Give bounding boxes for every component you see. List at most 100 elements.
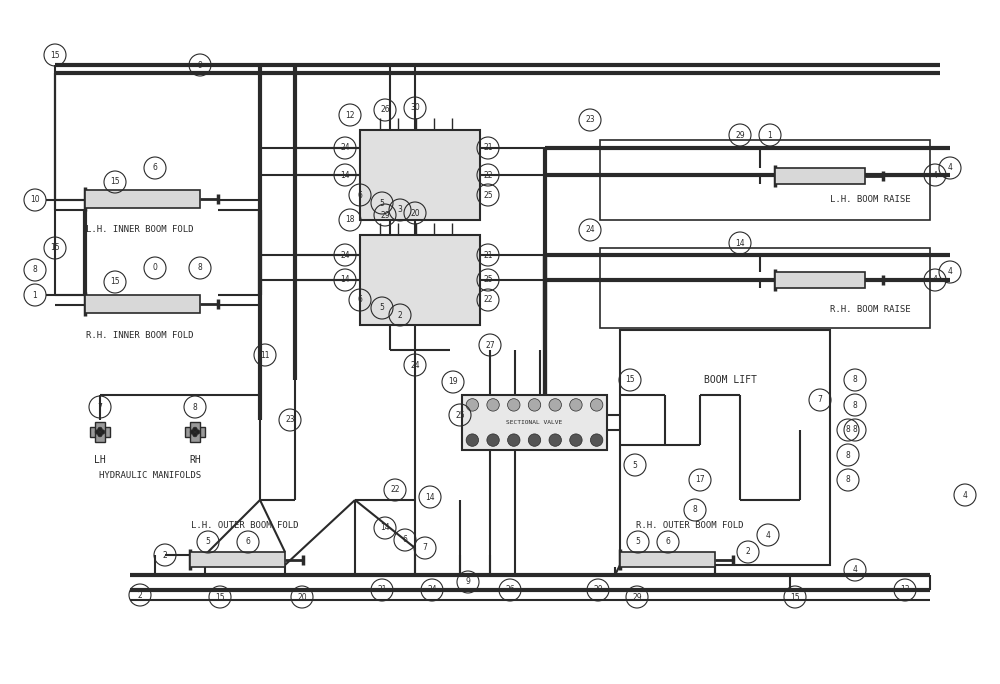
Bar	[95, 422, 105, 442]
Text: 8: 8	[846, 475, 850, 484]
Bar	[620, 330, 830, 565]
Text: 29: 29	[380, 211, 390, 220]
Text: 6: 6	[358, 295, 362, 304]
Bar	[462, 395, 607, 450]
Circle shape	[95, 430, 100, 434]
Circle shape	[466, 399, 479, 411]
Text: 8: 8	[853, 401, 857, 410]
Text: 4: 4	[948, 267, 952, 276]
Text: L.H. BOOM RAISE: L.H. BOOM RAISE	[830, 196, 910, 205]
Bar	[85, 190, 200, 208]
Text: 14: 14	[340, 276, 350, 285]
Text: 5: 5	[206, 538, 210, 547]
Text: 5: 5	[380, 304, 384, 313]
Text: 12: 12	[345, 111, 355, 120]
Text: 24: 24	[585, 226, 595, 235]
Text: 19: 19	[448, 378, 458, 386]
Text: 3: 3	[398, 205, 402, 215]
Text: 22: 22	[483, 295, 493, 304]
Text: 9: 9	[466, 577, 470, 586]
Text: 26: 26	[380, 105, 390, 114]
Text: BOOM LIFT: BOOM LIFT	[704, 375, 756, 385]
Circle shape	[570, 434, 582, 447]
Text: 30: 30	[410, 103, 420, 112]
Circle shape	[487, 434, 499, 447]
Circle shape	[98, 428, 102, 432]
Text: 6: 6	[246, 538, 250, 547]
Text: 24: 24	[340, 144, 350, 153]
Text: 15: 15	[790, 592, 800, 601]
Circle shape	[508, 399, 520, 411]
Circle shape	[528, 399, 541, 411]
Text: 15: 15	[110, 278, 120, 287]
Text: 8: 8	[846, 425, 850, 434]
Circle shape	[570, 399, 582, 411]
Text: 5: 5	[636, 538, 640, 547]
Text: 15: 15	[110, 178, 120, 187]
Bar	[620, 552, 715, 567]
Bar	[190, 552, 285, 567]
Text: 5: 5	[633, 460, 637, 469]
Text: 2: 2	[163, 551, 167, 560]
Bar	[775, 272, 865, 288]
Text: 7: 7	[423, 544, 427, 553]
Text: R.H. BOOM RAISE: R.H. BOOM RAISE	[830, 306, 910, 315]
Text: 14: 14	[425, 492, 435, 501]
Bar	[360, 130, 480, 220]
Text: 15: 15	[625, 376, 635, 384]
Text: 22: 22	[483, 170, 493, 179]
Text: 26: 26	[505, 586, 515, 594]
Text: 25: 25	[483, 276, 493, 285]
Text: 8: 8	[853, 376, 857, 384]
Text: 4: 4	[766, 531, 770, 540]
Circle shape	[549, 434, 561, 447]
Text: 2: 2	[138, 590, 142, 599]
Text: 15: 15	[50, 51, 60, 60]
Text: 21: 21	[483, 144, 493, 153]
Bar	[600, 140, 930, 220]
Text: 6: 6	[403, 536, 407, 544]
Text: 29: 29	[632, 592, 642, 601]
Text: L.H. INNER BOOM FOLD: L.H. INNER BOOM FOLD	[86, 226, 194, 235]
Text: 13: 13	[900, 586, 910, 594]
Text: 25: 25	[455, 410, 465, 419]
Text: 10: 10	[30, 196, 40, 205]
Circle shape	[590, 399, 603, 411]
Text: 22: 22	[390, 486, 400, 495]
Text: 20: 20	[410, 209, 420, 218]
Circle shape	[487, 399, 499, 411]
Circle shape	[549, 399, 561, 411]
Text: R.H. OUTER BOOM FOLD: R.H. OUTER BOOM FOLD	[636, 521, 744, 529]
Bar	[360, 235, 480, 325]
Circle shape	[508, 434, 520, 447]
Text: 6: 6	[666, 538, 670, 547]
Circle shape	[98, 432, 102, 437]
Text: 17: 17	[695, 475, 705, 484]
Text: 4: 4	[933, 276, 937, 285]
Bar	[90, 428, 110, 437]
Text: 7: 7	[818, 395, 822, 404]
Text: 6: 6	[153, 163, 157, 172]
Text: 11: 11	[260, 350, 270, 360]
Text: 8: 8	[193, 402, 197, 412]
Text: 20: 20	[593, 586, 603, 594]
Text: 24: 24	[427, 586, 437, 594]
Bar	[775, 168, 865, 184]
Text: 27: 27	[485, 341, 495, 350]
Text: HYDRAULIC MANIFOLDS: HYDRAULIC MANIFOLDS	[99, 471, 201, 479]
Circle shape	[195, 430, 200, 434]
Text: 23: 23	[285, 415, 295, 425]
Bar	[600, 248, 930, 328]
Circle shape	[100, 430, 105, 434]
Circle shape	[190, 430, 195, 434]
Text: 24: 24	[410, 360, 420, 369]
Text: 18: 18	[345, 215, 355, 224]
Text: 20: 20	[297, 592, 307, 601]
Text: LH: LH	[94, 455, 106, 465]
Circle shape	[193, 428, 197, 432]
Text: 14: 14	[380, 523, 390, 533]
Text: 14: 14	[340, 170, 350, 179]
Text: L.H. OUTER BOOM FOLD: L.H. OUTER BOOM FOLD	[191, 521, 299, 529]
Text: 21: 21	[377, 586, 387, 594]
Text: 1: 1	[33, 291, 37, 300]
